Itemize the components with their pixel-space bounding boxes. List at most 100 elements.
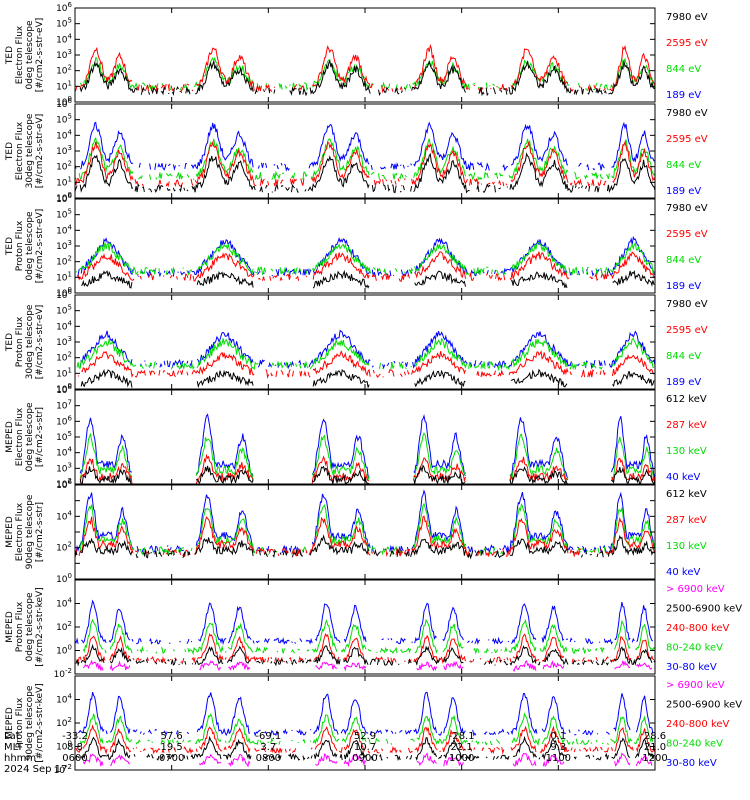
y-axis-label-line: Electron Flux — [15, 121, 25, 180]
panel-8-series-5 — [82, 752, 653, 768]
y-axis-label-line: TED — [5, 333, 15, 352]
x-tick-label-mlt: 21.0 — [644, 742, 666, 753]
panel-7-series-3 — [76, 632, 655, 665]
y-tick-label: 105 — [56, 17, 72, 30]
panel-3-series-4 — [80, 269, 655, 289]
legend-entry: 2595 eV — [666, 38, 708, 49]
legend-entry: 189 eV — [666, 281, 701, 292]
panel-4-series-1 — [79, 329, 656, 370]
chart-panel-2: 100 101 102 103 104 105 106 TED Electron Flux 30d… — [5, 97, 708, 204]
y-tick-label: 105 — [56, 208, 72, 221]
date-label: 2024 Sep 17 — [4, 764, 67, 775]
y-axis-label-line: 0deg telescope — [25, 592, 35, 662]
y-axis-label-line: [#/cm2-s-str] — [35, 502, 45, 562]
panel-1-series-3 — [79, 58, 656, 97]
panel-frame — [74, 579, 656, 675]
chart-panel-3: 100 101 102 103 104 105 106 TED Proton Flux 0deg … — [5, 192, 708, 299]
panel-8-series-3 — [75, 724, 656, 755]
y-tick-label: 104 — [56, 128, 72, 141]
legend-entry: 287 keV — [666, 515, 707, 526]
panel-7-series-2 — [82, 618, 656, 655]
y-axis-label-line: 90deg telescope — [25, 685, 35, 760]
legend-entry: 189 eV — [666, 186, 701, 197]
panel-5-series-4 — [79, 464, 656, 486]
y-axis-label-line: 0deg telescope — [25, 211, 35, 281]
y-tick-label: 103 — [56, 144, 72, 157]
chart-panel-1: 100 101 102 103 104 105 106 TED Electron Flux 0de… — [5, 1, 708, 108]
legend-entry: 130 keV — [666, 446, 707, 457]
y-tick-label: 100 — [56, 382, 72, 395]
chart-panel-8: 10-2 100 102 104 MEPED Proton Flux 90deg teles… — [5, 675, 742, 776]
legend-entry: 189 eV — [666, 377, 701, 388]
panel-2-series-4 — [74, 152, 656, 194]
legend-entry: > 6900 keV — [666, 680, 725, 691]
y-tick-label: 10-2 — [54, 667, 72, 680]
mlt-row-label: MLT — [4, 742, 24, 753]
legend-entry: 287 keV — [666, 420, 707, 431]
y-tick-label: 100 — [56, 644, 72, 657]
legend-entry: 30-80 keV — [666, 662, 717, 673]
y-axis-label-line: Proton Flux — [15, 316, 25, 367]
x-tick-label-mlt: 3.7 — [260, 742, 276, 753]
legend-entry: 7980 eV — [666, 299, 708, 310]
y-axis-label-line: [#/cm2-s-str-keV] — [35, 683, 45, 762]
legend-entry: 2595 eV — [666, 325, 708, 336]
panel-8-series-4 — [75, 735, 655, 762]
y-tick-label: 106 — [56, 1, 72, 14]
chart-panel-6: 100 102 104 106 MEPED Electron Flux 90deg tele… — [5, 478, 707, 585]
panel-1-series-1 — [79, 56, 656, 92]
y-axis-label-line: 30deg telescope — [25, 304, 35, 379]
legend-entry: 844 eV — [666, 160, 701, 171]
legend-entry: 240-800 keV — [666, 719, 730, 730]
x-tick-label-lat: -28.1 — [449, 731, 475, 742]
y-axis-label-line: [#/cm2-s-str] — [35, 407, 45, 467]
y-axis-label-line: [#/cm2-s-str-eV] — [35, 305, 45, 380]
legend-entry: 7980 eV — [666, 12, 708, 23]
legend-entry: 30-80 keV — [666, 758, 717, 769]
legend-entry: 844 eV — [666, 64, 701, 75]
panel-2-series-1 — [74, 121, 656, 172]
y-tick-label: 106 — [56, 97, 72, 110]
legend-entry: 130 keV — [666, 541, 707, 552]
y-axis-label-line: [#/cm2-s-str-eV] — [35, 114, 45, 189]
panel-frame — [74, 294, 656, 390]
x-tick-label-hhmm: 0700 — [159, 753, 184, 764]
legend-entry: 80-240 keV — [666, 643, 723, 654]
y-axis-label-line: MEPED — [5, 707, 15, 739]
panel-3-series-2 — [77, 251, 656, 282]
x-tick-label-hhmm: 0600 — [62, 753, 87, 764]
y-tick-label: 106 — [56, 414, 72, 427]
x-tick-label-hhmm: 1200 — [642, 753, 667, 764]
y-axis-label-line: 0deg telescope — [25, 20, 35, 90]
lat-row-label: Lat — [4, 731, 20, 742]
legend-entry: 7980 eV — [666, 203, 708, 214]
y-axis-label-line: MEPED — [5, 516, 15, 548]
y-axis-label-line: 0deg telescope — [25, 402, 35, 472]
y-axis-label-line: TED — [5, 46, 15, 65]
x-tick-label-mlt: 19.5 — [161, 742, 183, 753]
x-tick-label-lat: -33.2 — [62, 731, 88, 742]
panel-7-series-1 — [74, 599, 654, 646]
y-tick-label: 104 — [56, 597, 72, 610]
panel-5-series-1 — [79, 413, 656, 479]
panel-4-series-3 — [78, 350, 655, 379]
y-axis-label-line: [#/cm2-s-str-keV] — [35, 587, 45, 666]
panel-4-series-4 — [80, 368, 655, 389]
x-tick-label-hhmm: 1000 — [449, 753, 474, 764]
y-tick-label: 100 — [56, 286, 72, 299]
y-tick-label: 10-2 — [54, 763, 72, 776]
y-axis-label-line: TED — [5, 142, 15, 161]
y-tick-label: 101 — [56, 79, 72, 92]
y-axis-label-line: Proton Flux — [15, 601, 25, 652]
legend-entry: 40 keV — [666, 472, 700, 483]
x-tick-label-lat: 28.6 — [644, 731, 666, 742]
panel-2-series-3 — [74, 140, 656, 188]
y-axis-label-line: Proton Flux — [15, 220, 25, 271]
legend-entry: 844 eV — [666, 255, 701, 266]
y-tick-label: 105 — [56, 113, 72, 126]
y-axis-label-line: [#/cm2-s-str-eV] — [35, 18, 45, 93]
y-tick-label: 101 — [56, 270, 72, 283]
y-tick-label: 106 — [56, 288, 72, 301]
